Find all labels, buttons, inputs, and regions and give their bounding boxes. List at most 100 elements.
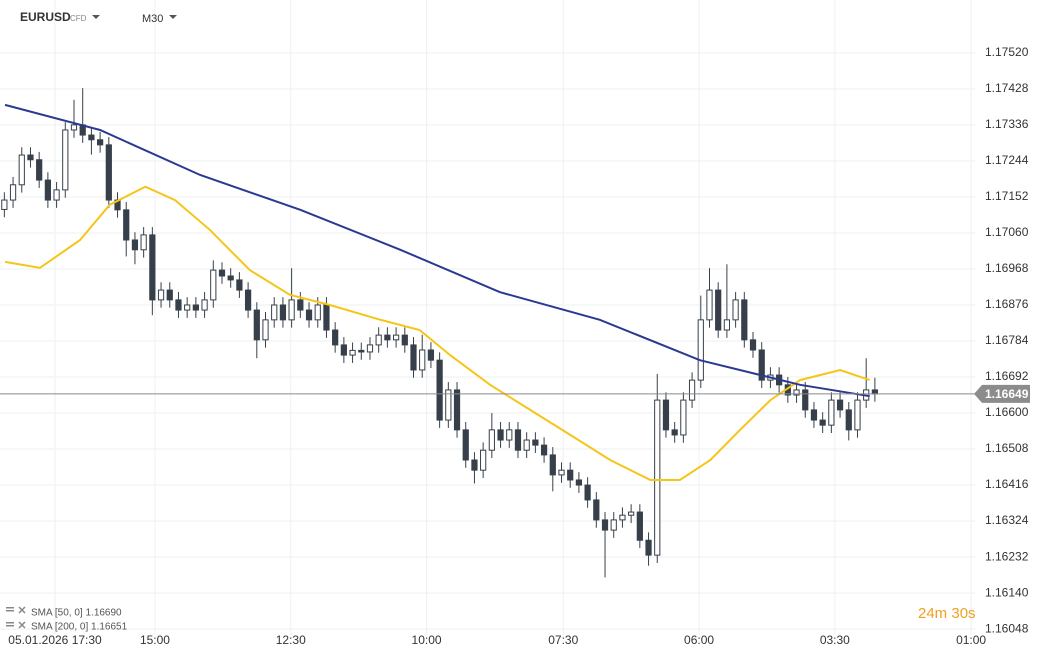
candle-body bbox=[445, 389, 452, 421]
candle-body bbox=[175, 299, 182, 311]
candle-body bbox=[610, 519, 617, 531]
price-tag-label: 1.16649 bbox=[985, 387, 1029, 401]
x-tick-label: 03:30 bbox=[820, 633, 850, 647]
x-tick-label: 07:30 bbox=[548, 633, 578, 647]
candle-body bbox=[18, 154, 25, 186]
legend-remove[interactable] bbox=[18, 621, 26, 629]
candle-body bbox=[149, 234, 156, 301]
candle-body bbox=[480, 449, 487, 471]
candle-body bbox=[36, 159, 43, 181]
candle-body bbox=[593, 499, 600, 521]
y-tick-label: 1.17244 bbox=[985, 153, 1029, 167]
y-tick-label: 1.17152 bbox=[985, 189, 1029, 203]
legend-entry: SMA [200, 0] 1.16651 bbox=[31, 622, 128, 633]
x-tick-label: 15:00 bbox=[140, 633, 170, 647]
candle-body bbox=[854, 399, 861, 431]
candle-body bbox=[871, 389, 879, 395]
y-tick-label: 1.16968 bbox=[985, 261, 1029, 275]
candle-body bbox=[358, 349, 365, 353]
interval[interactable]: M30 bbox=[142, 13, 163, 25]
candle-body bbox=[584, 484, 591, 501]
y-tick-label: 1.16232 bbox=[985, 549, 1029, 563]
candle-body bbox=[236, 279, 243, 291]
candle-body bbox=[297, 299, 304, 311]
candle-body bbox=[488, 429, 495, 451]
candle-body bbox=[62, 129, 69, 191]
candle-body bbox=[810, 409, 818, 421]
candle-body bbox=[845, 409, 852, 431]
legend-icon[interactable] bbox=[6, 622, 14, 624]
candle-body bbox=[523, 439, 530, 451]
candle-body bbox=[575, 479, 583, 486]
legend-icon[interactable] bbox=[6, 625, 14, 627]
candle-body bbox=[410, 344, 417, 371]
candle-body bbox=[706, 289, 713, 321]
candle-body bbox=[97, 139, 104, 146]
candle-body bbox=[349, 349, 356, 356]
candle-body bbox=[601, 519, 609, 531]
candle-body bbox=[166, 289, 173, 301]
candle-body bbox=[462, 429, 469, 461]
y-tick-label: 1.17336 bbox=[985, 117, 1029, 131]
candle-body bbox=[392, 334, 400, 341]
candle-body bbox=[244, 289, 252, 311]
candle-body bbox=[628, 511, 635, 516]
sma-line bbox=[4, 103, 870, 398]
candle-body bbox=[836, 399, 844, 411]
candle-body bbox=[436, 359, 443, 421]
candle-body bbox=[27, 154, 34, 161]
y-tick-label: 1.17520 bbox=[985, 45, 1029, 59]
candle-body bbox=[70, 124, 78, 131]
indicator-legend: SMA [50, 0] 1.16690 SMA [200, 0] 1.16651 bbox=[6, 606, 128, 633]
x-tick-label: 10:00 bbox=[412, 633, 442, 647]
candle-body bbox=[340, 344, 347, 356]
candle-body bbox=[671, 429, 678, 436]
candle-body bbox=[366, 344, 374, 353]
y-tick-label: 1.16508 bbox=[985, 441, 1029, 455]
x-tick-label: 01:00 bbox=[956, 633, 986, 647]
candle-body bbox=[558, 469, 565, 476]
legend-icon[interactable] bbox=[6, 610, 14, 612]
candle-body bbox=[715, 289, 722, 331]
y-tick-label: 1.16784 bbox=[985, 333, 1029, 347]
candle-body bbox=[288, 299, 295, 321]
candle-body bbox=[514, 429, 522, 451]
candle-body bbox=[332, 329, 339, 346]
candle-body bbox=[802, 389, 809, 411]
candle-body bbox=[688, 379, 696, 401]
legend-remove[interactable] bbox=[18, 606, 26, 614]
candle-body bbox=[828, 399, 835, 426]
y-tick-label: 1.16048 bbox=[985, 621, 1029, 635]
legend-icon[interactable] bbox=[6, 607, 14, 609]
candle-body bbox=[741, 299, 748, 341]
plot: 1.17520 1.17428 1.17336 1.17244 1.17152 1.170… bbox=[0, 0, 1030, 647]
candle-body bbox=[662, 399, 670, 431]
symbol[interactable]: EURUSD bbox=[20, 10, 71, 24]
candle-body bbox=[654, 399, 661, 556]
candle-body bbox=[192, 304, 199, 311]
legend-entry: SMA [50, 0] 1.16690 bbox=[31, 608, 122, 619]
candle-body bbox=[9, 184, 17, 201]
price-tag bbox=[974, 384, 1030, 403]
candle-body bbox=[253, 309, 260, 341]
y-tick-label: 1.16692 bbox=[985, 369, 1029, 383]
x-tick-label: 05.01.2026 17:30 bbox=[8, 633, 102, 647]
candle-body bbox=[131, 239, 139, 251]
symbol-dropdown[interactable] bbox=[92, 15, 100, 19]
candle-body bbox=[427, 349, 435, 361]
header: EURUSD CFD M30 bbox=[20, 10, 177, 25]
candle-body bbox=[44, 179, 51, 201]
candle-body bbox=[105, 144, 112, 201]
interval-dropdown[interactable] bbox=[169, 15, 177, 19]
y-tick-label: 1.16600 bbox=[985, 405, 1029, 419]
candle-body bbox=[305, 309, 313, 321]
candle-body bbox=[532, 439, 539, 446]
y-tick-label: 1.16324 bbox=[985, 513, 1029, 527]
candle-body bbox=[140, 234, 147, 251]
candle-body bbox=[697, 319, 704, 381]
sma-line bbox=[4, 185, 871, 481]
candle-body bbox=[419, 349, 426, 371]
candle-body bbox=[271, 304, 278, 321]
y-tick-label: 1.16876 bbox=[985, 297, 1029, 311]
